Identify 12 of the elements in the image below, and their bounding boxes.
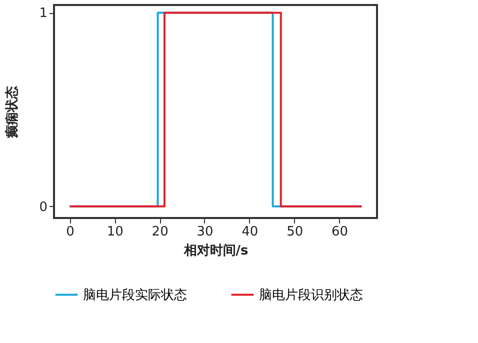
x-tick-label: 40 (242, 224, 258, 240)
legend-label: 脑电片段识别状态 (259, 288, 363, 303)
x-tick-label: 0 (66, 224, 74, 240)
x-tick-label: 50 (286, 224, 304, 240)
y-tick-label: 1 (39, 6, 48, 22)
legend-label: 脑电片段实际状态 (83, 288, 187, 303)
y-axis-title: 癫痫状态 (4, 85, 20, 139)
x-tick-label: 20 (152, 224, 168, 240)
x-axis-title: 相对时间/s (182, 244, 248, 258)
x-tick-label: 30 (196, 224, 214, 240)
x-tick-label: 60 (331, 224, 348, 240)
x-tick-label: 10 (106, 224, 124, 240)
